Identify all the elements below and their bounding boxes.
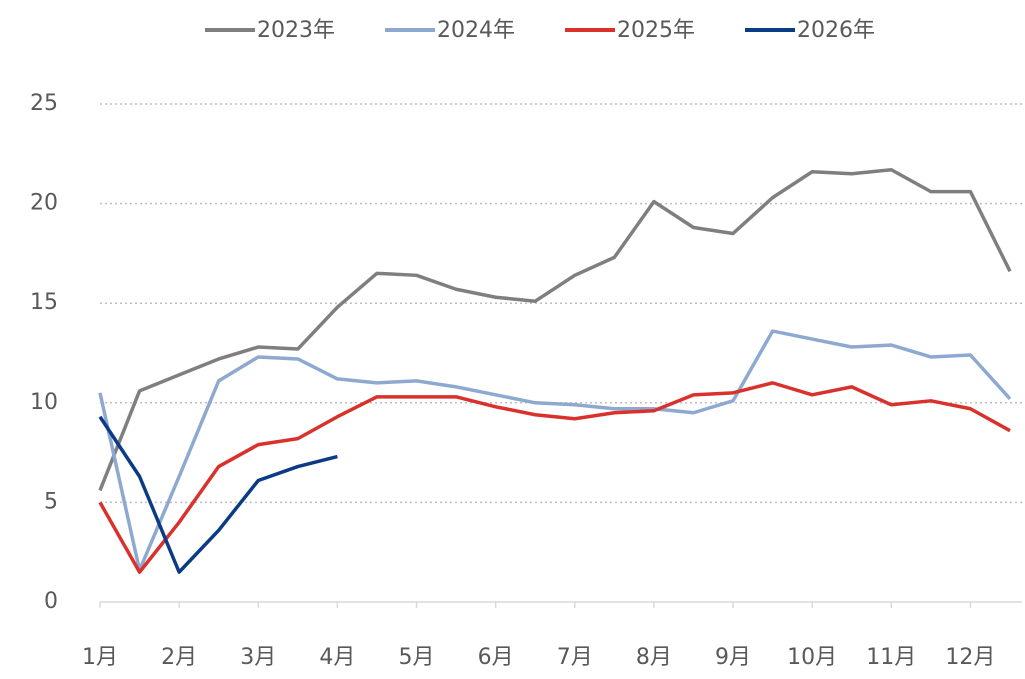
legend-label: 2026年 bbox=[797, 18, 875, 43]
series-line bbox=[98, 415, 338, 574]
y-tick-label: 0 bbox=[44, 589, 58, 614]
y-tick-label: 10 bbox=[30, 390, 58, 415]
x-tick-label: 12月 bbox=[945, 645, 995, 670]
legend-label: 2025年 bbox=[617, 18, 695, 43]
x-tick-label: 3月 bbox=[240, 645, 276, 670]
x-tick-label: 5月 bbox=[399, 645, 435, 670]
y-tick-label: 15 bbox=[30, 290, 58, 315]
legend-label: 2023年 bbox=[257, 18, 335, 43]
x-tick-label: 8月 bbox=[636, 645, 672, 670]
series-line bbox=[98, 329, 1012, 572]
y-tick-label: 20 bbox=[30, 191, 58, 216]
x-tick-label: 1月 bbox=[82, 645, 118, 670]
series-line bbox=[98, 381, 1011, 574]
x-tick-label: 6月 bbox=[478, 645, 514, 670]
x-tick-label: 2月 bbox=[161, 645, 197, 670]
x-tick-label: 11月 bbox=[866, 645, 916, 670]
x-tick-label: 10月 bbox=[787, 645, 837, 670]
series-line bbox=[98, 167, 1012, 492]
x-tick-label: 7月 bbox=[557, 645, 593, 670]
y-tick-label: 5 bbox=[44, 489, 58, 514]
x-tick-label: 4月 bbox=[319, 645, 355, 670]
legend-label: 2024年 bbox=[437, 18, 515, 43]
x-tick-label: 9月 bbox=[715, 645, 751, 670]
y-tick-label: 25 bbox=[30, 91, 58, 116]
